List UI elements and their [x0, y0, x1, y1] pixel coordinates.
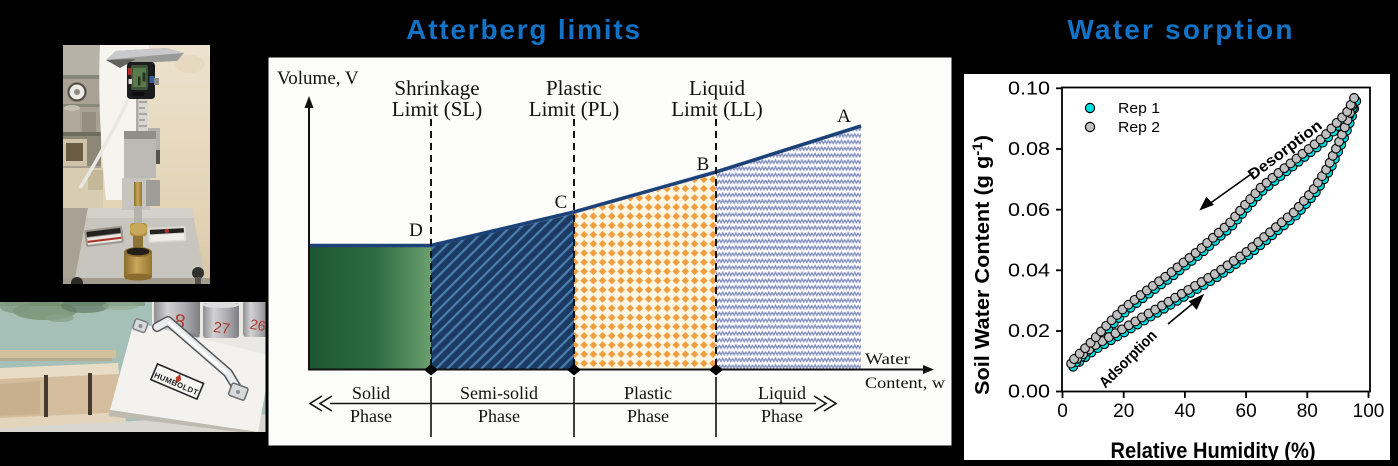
svg-text:Limit (SL): Limit (SL)	[392, 97, 482, 121]
svg-text:0.08: 0.08	[1008, 139, 1050, 159]
svg-text:Water sorption: Water sorption	[1067, 14, 1294, 45]
svg-text:20: 20	[1113, 401, 1134, 422]
svg-text:0.10: 0.10	[1008, 79, 1050, 99]
svg-text:Rep 1: Rep 1	[1118, 100, 1160, 117]
svg-text:Limit (PL): Limit (PL)	[529, 97, 619, 121]
svg-text:0.04: 0.04	[1008, 261, 1050, 281]
svg-text:Phase: Phase	[478, 406, 520, 426]
svg-text:Plastic: Plastic	[546, 76, 602, 100]
svg-text:Liquid: Liquid	[758, 383, 806, 403]
svg-text:Phase: Phase	[761, 406, 803, 426]
svg-text:80: 80	[1297, 401, 1318, 422]
svg-text:27: 27	[212, 319, 231, 338]
svg-text:0.02: 0.02	[1008, 321, 1050, 341]
svg-text:Rep 2: Rep 2	[1118, 119, 1160, 136]
svg-text:40: 40	[1174, 401, 1195, 422]
svg-text:Solid: Solid	[352, 383, 390, 403]
svg-text:0: 0	[1057, 401, 1068, 422]
svg-text:B: B	[697, 154, 710, 175]
svg-text:0.06: 0.06	[1008, 200, 1050, 220]
svg-text:A: A	[837, 106, 851, 127]
svg-text:Relative Humidity (%): Relative Humidity (%)	[1111, 438, 1316, 463]
svg-text:Water: Water	[865, 351, 911, 368]
svg-text:Plastic: Plastic	[624, 383, 672, 403]
svg-text:Liquid: Liquid	[689, 76, 745, 100]
svg-text:Content, w: Content, w	[865, 375, 946, 392]
svg-text:Volume, V: Volume, V	[277, 68, 359, 89]
svg-text:Phase: Phase	[627, 406, 669, 426]
svg-text:Shrinkage: Shrinkage	[394, 76, 479, 100]
svg-text:Soil Water Content (g g-1): Soil Water Content (g g-1)	[969, 135, 994, 395]
svg-text:Phase: Phase	[350, 406, 392, 426]
svg-text:Atterberg limits: Atterberg limits	[406, 14, 642, 45]
svg-text:D: D	[409, 220, 423, 241]
svg-text:Limit (LL): Limit (LL)	[671, 97, 763, 121]
svg-text:26: 26	[249, 316, 267, 334]
svg-text:C: C	[555, 192, 568, 213]
svg-text:0.00: 0.00	[1008, 382, 1050, 402]
svg-text:100: 100	[1353, 401, 1385, 422]
svg-text:60: 60	[1236, 401, 1257, 422]
svg-text:Semi-solid: Semi-solid	[460, 383, 538, 403]
